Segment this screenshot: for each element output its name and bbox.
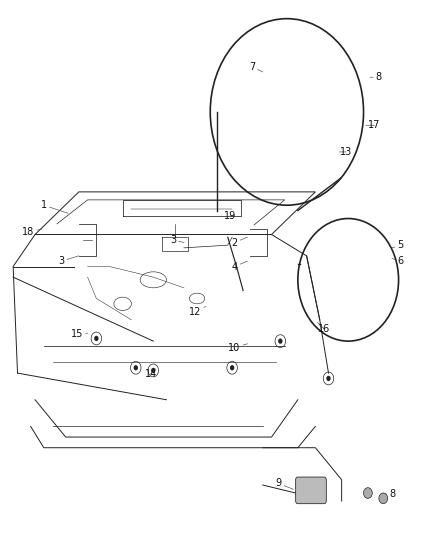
Text: 7: 7 [249,62,263,72]
Circle shape [230,365,234,370]
Text: 18: 18 [22,227,42,237]
Text: 3: 3 [170,235,184,245]
Text: 6: 6 [392,256,404,266]
Circle shape [326,376,331,381]
Text: 1: 1 [41,200,68,213]
Circle shape [94,336,99,341]
Text: 8: 8 [383,489,395,498]
Text: 12: 12 [189,306,206,317]
Text: 13: 13 [339,147,352,157]
Text: 19: 19 [224,211,236,221]
Text: 17: 17 [366,120,381,130]
Circle shape [151,368,155,373]
Text: 14: 14 [145,369,157,379]
Text: 2: 2 [231,237,247,247]
Circle shape [364,488,372,498]
Circle shape [134,365,138,370]
Text: 9: 9 [275,479,293,489]
FancyBboxPatch shape [296,477,326,504]
Circle shape [379,493,388,504]
Text: 4: 4 [231,261,247,271]
Text: 16: 16 [318,322,330,334]
Text: 8: 8 [370,72,382,82]
Circle shape [278,338,283,344]
Text: 3: 3 [58,256,79,266]
Text: 10: 10 [228,343,247,352]
Text: 15: 15 [71,329,88,339]
Text: 5: 5 [392,240,404,250]
